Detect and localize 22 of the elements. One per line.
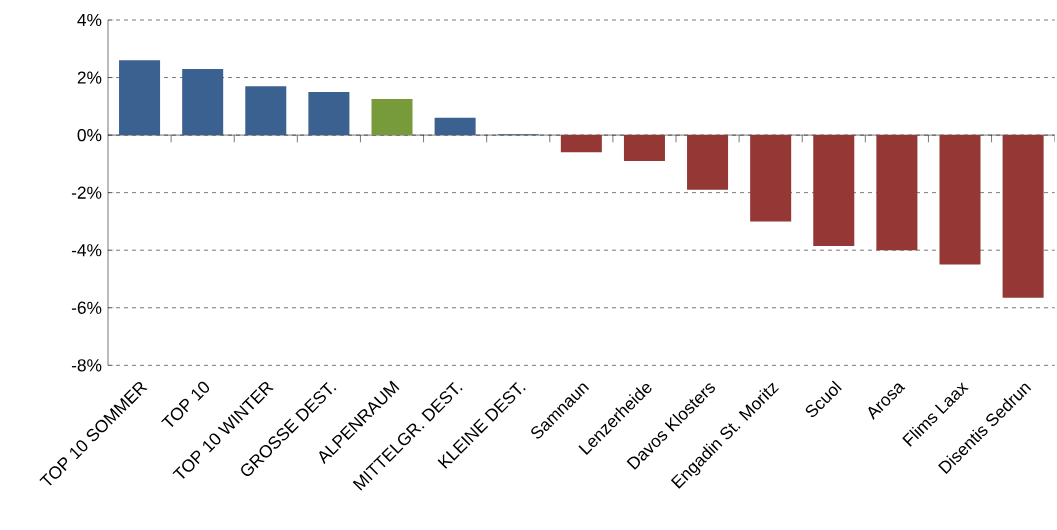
- bar: [182, 68, 224, 136]
- y-tick-label: 0%: [77, 128, 102, 142]
- bar: [939, 135, 981, 265]
- x-tick-label: TOP 10: [161, 381, 210, 427]
- bar: [245, 86, 287, 136]
- bar: [119, 60, 161, 136]
- y-tick-label: -4%: [71, 244, 102, 257]
- bar: [623, 135, 665, 161]
- bar: [308, 91, 350, 136]
- y-tick-label: -6%: [71, 301, 102, 314]
- bar: [813, 135, 855, 246]
- y-tick-label: -2%: [71, 186, 102, 199]
- y-tick-label: -8%: [71, 359, 102, 372]
- y-tick-label: 4%: [77, 13, 102, 27]
- y-tick-label: 2%: [77, 71, 102, 84]
- bar: [750, 135, 792, 222]
- bar: [434, 117, 476, 136]
- bar: [876, 135, 918, 251]
- bar: [560, 135, 602, 153]
- bar: [687, 135, 729, 190]
- bar: [1002, 135, 1044, 298]
- bar: [371, 99, 413, 136]
